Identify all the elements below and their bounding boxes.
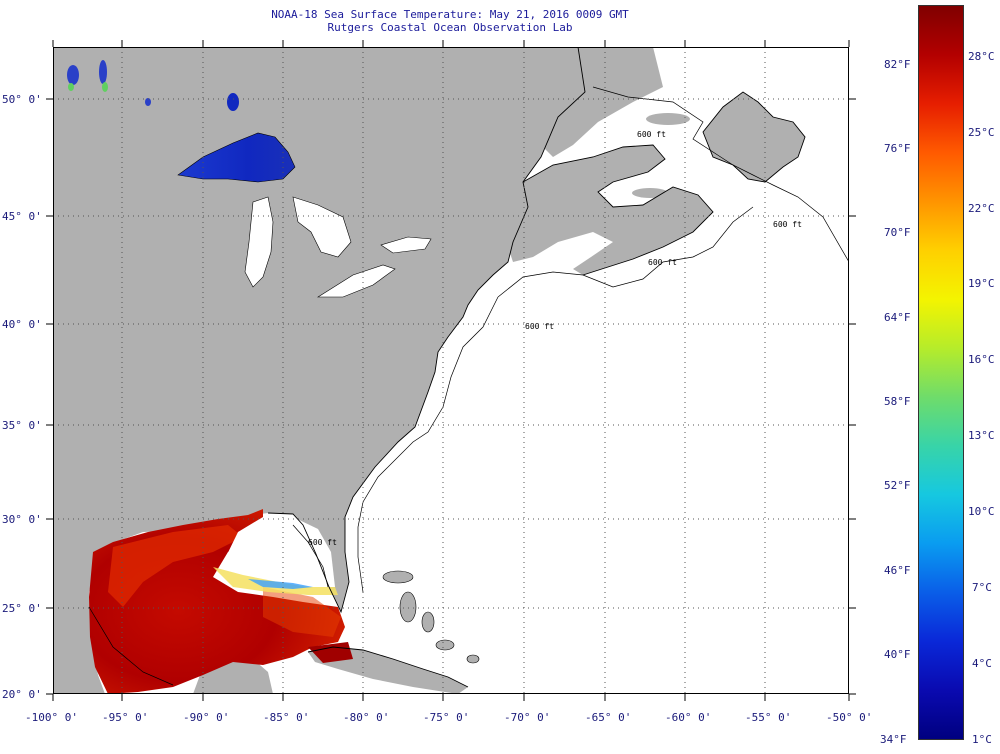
sst-map: 600 ft 600 ft 600 ft 600 ft 600 ft	[53, 47, 849, 694]
coastline	[267, 47, 806, 688]
lon-label: -95° 0'	[102, 711, 149, 724]
northern-lakes	[67, 60, 151, 106]
anticosti-island	[646, 113, 690, 125]
lake-huron	[292, 196, 352, 258]
newfoundland-land	[703, 92, 805, 182]
gulf-cloud-gap	[221, 517, 335, 587]
lake-superior	[177, 132, 296, 183]
lat-label: 40° 0'	[2, 318, 42, 331]
lon-label: -70° 0'	[504, 711, 551, 724]
gulf-warm-patch-2	[263, 587, 341, 637]
lon-label: -85° 0'	[263, 711, 310, 724]
isobath-label: 600 ft	[637, 130, 666, 139]
lake-ontario	[380, 236, 432, 254]
map-svg: 600 ft 600 ft 600 ft 600 ft 600 ft	[53, 47, 849, 694]
isobath-600ft	[88, 86, 849, 686]
map-border	[53, 47, 849, 694]
lat-label: 50° 0'	[2, 93, 42, 106]
lon-label: -65° 0'	[585, 711, 632, 724]
colorbar-f-label: 58°F	[884, 395, 911, 408]
lake-erie	[316, 264, 396, 298]
gulf-cool-fringe	[248, 579, 313, 589]
lon-label: -55° 0'	[745, 711, 792, 724]
gulf-cold-fringe	[213, 567, 338, 595]
temperature-colorbar	[918, 5, 964, 740]
lat-label: 45° 0'	[2, 210, 42, 223]
colorbar-f-label: 82°F	[884, 58, 911, 71]
colorbar-f-label: 52°F	[884, 479, 911, 492]
colorbar-c-label: 25°C	[968, 126, 995, 139]
isobath-label: 600 ft	[648, 258, 677, 267]
colorbar-f-label: 70°F	[884, 226, 911, 239]
isobath-label: 600 ft	[525, 322, 554, 331]
colorbar-c-label: 7°C	[972, 581, 992, 594]
colorbar-c-label: 16°C	[968, 353, 995, 366]
quebec-north-shore-land	[543, 47, 663, 157]
colorbar-f-label: 46°F	[884, 564, 911, 577]
lon-label: -80° 0'	[343, 711, 390, 724]
colorbar-f-label: 64°F	[884, 311, 911, 324]
maritimes-land	[508, 145, 713, 275]
map-subtitle: Rutgers Coastal Ocean Observation Lab	[327, 21, 573, 34]
gulf-warm-patch	[108, 525, 243, 607]
colorbar-c-label: 22°C	[968, 202, 995, 215]
lat-label: 20° 0'	[2, 688, 42, 701]
isobath-label: 600 ft	[308, 538, 337, 547]
colorbar-c-label: 1°C	[972, 733, 992, 746]
map-title: NOAA-18 Sea Surface Temperature: May 21,…	[271, 8, 629, 21]
isobath-labels: 600 ft 600 ft 600 ft 600 ft 600 ft	[308, 130, 802, 547]
florida-strait-sst	[308, 642, 353, 663]
north-america-land	[53, 47, 585, 694]
lon-label: -50° 0'	[826, 711, 873, 724]
colorbar-c-label: 13°C	[968, 429, 995, 442]
colorbar-c-label: 4°C	[972, 657, 992, 670]
lon-label: -90° 0'	[183, 711, 230, 724]
colorbar-c-label: 28°C	[968, 50, 995, 63]
colorbar-c-label: 19°C	[968, 277, 995, 290]
northern-lakes-warm	[68, 82, 108, 92]
lat-label: 25° 0'	[2, 602, 42, 615]
colorbar-f-label: 76°F	[884, 142, 911, 155]
lat-label: 30° 0'	[2, 513, 42, 526]
colorbar-c-label: 10°C	[968, 505, 995, 518]
colorbar-f-label: 34°F	[880, 733, 907, 746]
lon-label: -100° 0'	[25, 711, 78, 724]
lon-label: -75° 0'	[423, 711, 470, 724]
isobath-label: 600 ft	[773, 220, 802, 229]
bahamas-islands	[382, 570, 480, 664]
lat-label: 35° 0'	[2, 419, 42, 432]
lake-michigan	[244, 196, 274, 288]
lon-label: -60° 0'	[665, 711, 712, 724]
lake-nipigon	[227, 93, 239, 111]
colorbar-f-label: 40°F	[884, 648, 911, 661]
